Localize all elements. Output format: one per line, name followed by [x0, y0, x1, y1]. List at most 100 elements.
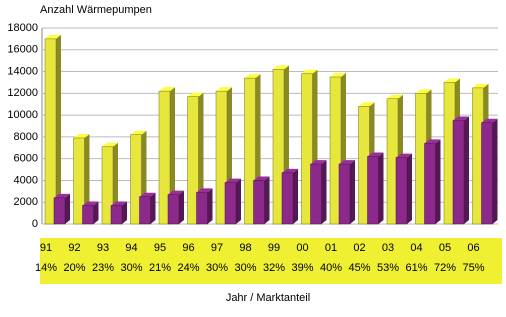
x-tick-label: 03 — [382, 242, 394, 254]
x-tick-label: 04 — [410, 242, 422, 254]
bar-top — [301, 69, 318, 74]
bar — [53, 197, 66, 225]
x-share-label: 45% — [348, 262, 370, 274]
bar-side — [350, 160, 355, 224]
bar-top — [45, 34, 61, 39]
bar — [310, 163, 322, 225]
x-tick-label: 92 — [68, 242, 80, 254]
bar-side — [207, 188, 213, 224]
x-tick-label: 91 — [40, 242, 52, 254]
bar — [281, 172, 294, 225]
chart-title: Anzahl Wärmepumpen — [40, 4, 152, 16]
bar-top — [130, 130, 147, 135]
y-tick-label: 12000 — [7, 87, 38, 99]
y-tick-label: 4000 — [14, 174, 38, 186]
bar-top — [367, 152, 384, 157]
bar — [44, 38, 57, 225]
bar-side — [56, 34, 61, 225]
bar-side — [378, 152, 384, 224]
bar-top — [168, 190, 184, 195]
y-tick-label: 14000 — [7, 65, 38, 77]
x-share-label: 21% — [149, 262, 171, 274]
x-share-label: 32% — [263, 262, 285, 274]
bar-side — [150, 192, 156, 224]
x-share-label: 14% — [35, 262, 57, 274]
x-tick-label: 98 — [239, 242, 251, 254]
bar — [110, 205, 123, 225]
bar-top — [282, 168, 298, 173]
bar — [130, 134, 142, 225]
bar-side — [321, 160, 327, 224]
x-share-label: 24% — [177, 262, 199, 274]
y-tick-label: 18000 — [7, 22, 38, 34]
x-tick-label: 06 — [467, 242, 479, 254]
bar-top — [196, 188, 213, 193]
bar — [82, 205, 94, 225]
bar — [167, 194, 180, 225]
bar-top — [310, 160, 327, 165]
bar-top — [453, 116, 469, 121]
bar — [187, 96, 199, 225]
x-tick-label: 00 — [296, 242, 308, 254]
x-tick-label: 05 — [439, 242, 451, 254]
x-share-label: 72% — [434, 262, 456, 274]
bar — [272, 69, 285, 225]
bar-top — [424, 139, 441, 144]
x-axis-label: Jahr / Marktanteil — [226, 292, 310, 304]
x-tick-label: 96 — [182, 242, 194, 254]
bar-top — [187, 92, 204, 97]
x-share-label: 53% — [377, 262, 399, 274]
x-share-label: 23% — [92, 262, 114, 274]
y-tick-label: 16000 — [7, 44, 38, 56]
bar-side — [293, 168, 298, 224]
bar — [244, 77, 256, 225]
bar-side — [65, 193, 70, 224]
bar-top — [481, 118, 498, 123]
bar-top — [339, 160, 355, 165]
bar-side — [492, 118, 498, 224]
x-share-label: 30% — [234, 262, 256, 274]
bar-top — [73, 133, 90, 138]
bar-side — [264, 176, 270, 224]
bar — [367, 156, 379, 225]
x-share-label: 39% — [291, 262, 313, 274]
bar-top — [54, 193, 70, 198]
x-share-label: 30% — [206, 262, 228, 274]
bar — [301, 73, 313, 225]
y-tick-label: 10000 — [7, 109, 38, 121]
x-tick-label: 01 — [325, 242, 337, 254]
bar-side — [170, 87, 175, 225]
bar-side — [93, 201, 99, 224]
bar — [481, 122, 493, 225]
bar-top — [225, 178, 241, 183]
bar — [424, 143, 436, 225]
x-share-label: 30% — [120, 262, 142, 274]
x-tick-label: 99 — [268, 242, 280, 254]
bar-top — [102, 142, 118, 147]
bar-side — [236, 178, 241, 224]
x-tick-label: 02 — [353, 242, 365, 254]
bar-top — [330, 73, 346, 77]
bar — [452, 120, 465, 225]
bar — [253, 180, 265, 225]
bar-top — [387, 94, 403, 99]
bar — [101, 146, 114, 225]
bar — [196, 192, 208, 225]
bar-top — [82, 201, 99, 206]
bar — [395, 157, 408, 225]
bar — [139, 196, 151, 225]
bar-top — [415, 89, 432, 94]
bar-top — [111, 201, 127, 206]
bar-side — [407, 153, 412, 224]
bar-top — [273, 65, 289, 70]
bar — [215, 90, 228, 225]
x-share-label: 20% — [63, 262, 85, 274]
x-share-label: 40% — [320, 262, 342, 274]
bar-side — [179, 190, 184, 224]
bar — [329, 76, 342, 225]
x-tick-label: 94 — [125, 242, 137, 254]
bar-top — [444, 78, 460, 83]
x-tick-label: 93 — [97, 242, 109, 254]
x-tick-label: 97 — [211, 242, 223, 254]
y-tick-label: 2000 — [14, 196, 38, 208]
